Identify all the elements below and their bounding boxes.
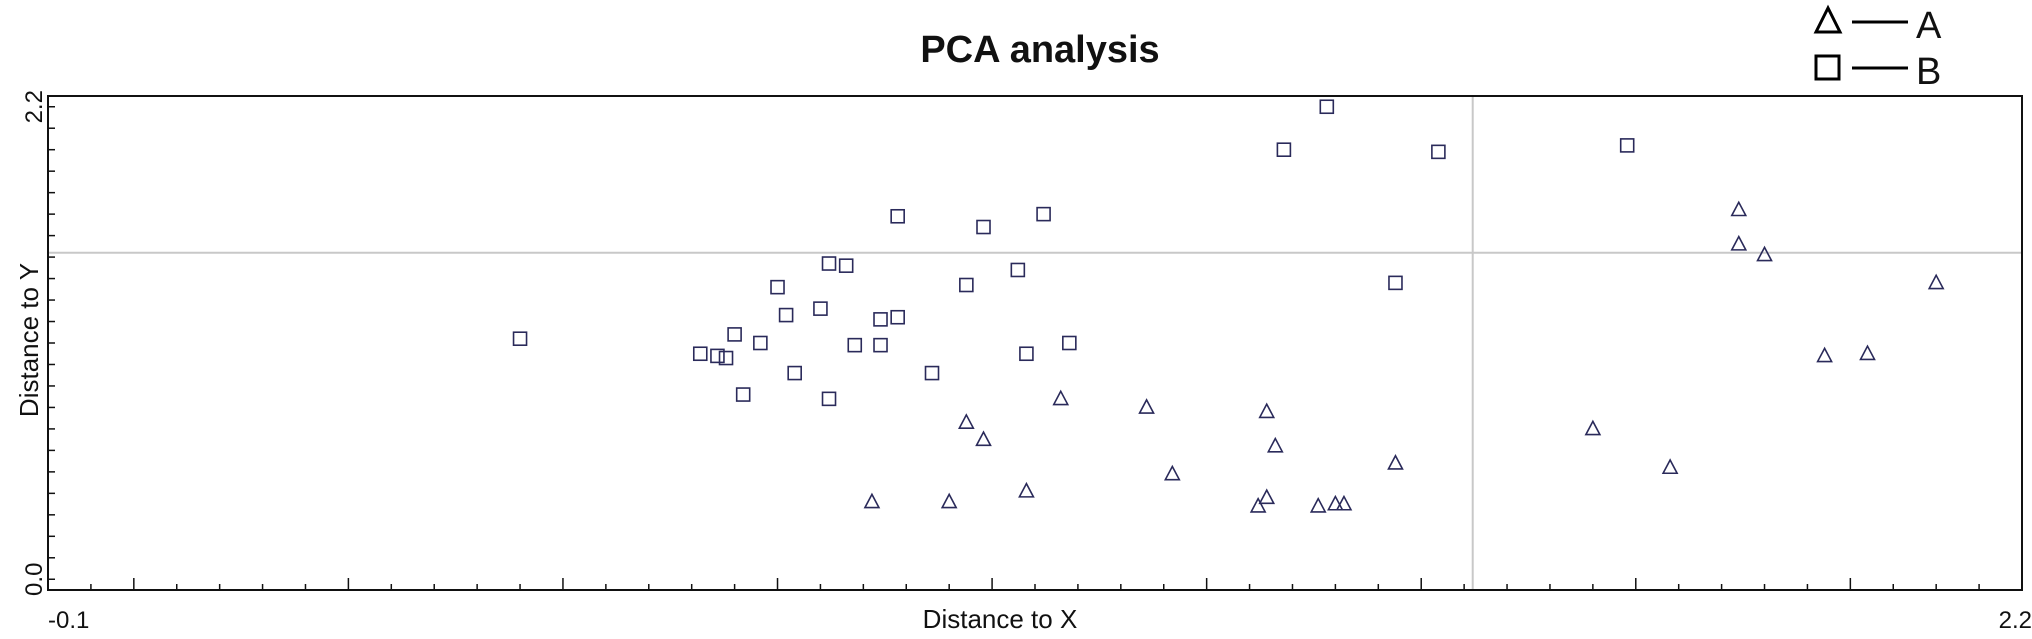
point-triangle bbox=[1163, 464, 1181, 481]
y-tick-label: 2.2 bbox=[21, 90, 48, 123]
x-tick-label: 2.2 bbox=[1999, 607, 2032, 634]
chart-title: PCA analysis bbox=[920, 29, 1159, 71]
y-tick-label: 0.0 bbox=[21, 563, 48, 596]
point-square bbox=[710, 348, 725, 364]
point-triangle bbox=[1335, 494, 1353, 511]
point-square bbox=[924, 365, 940, 381]
point-triangle bbox=[1661, 458, 1679, 475]
x-axis-title: Distance to X bbox=[923, 604, 1078, 634]
point-square bbox=[976, 219, 991, 235]
point-triangle bbox=[975, 430, 992, 447]
point-triangle bbox=[1927, 273, 1945, 290]
point-square bbox=[753, 335, 768, 351]
series-a bbox=[863, 200, 1945, 513]
point-square bbox=[847, 337, 863, 353]
point-triangle bbox=[1018, 481, 1035, 498]
point-square bbox=[1010, 262, 1026, 278]
plot-area bbox=[47, 95, 2023, 591]
point-triangle bbox=[1258, 402, 1276, 419]
point-triangle bbox=[1730, 200, 1748, 217]
y-axis-tick-labels: 0.0 2.2 bbox=[21, 90, 48, 596]
point-square bbox=[778, 307, 794, 323]
point-triangle bbox=[1266, 436, 1284, 453]
y-axis-minor-ticks bbox=[48, 105, 55, 581]
legend-label: A bbox=[1916, 5, 1942, 47]
point-triangle bbox=[958, 413, 975, 429]
legend-square-icon bbox=[1814, 54, 1841, 81]
point-triangle bbox=[1756, 245, 1773, 262]
legend-label: B bbox=[1916, 51, 1941, 93]
data-points bbox=[512, 99, 1945, 513]
point-triangle bbox=[1816, 346, 1833, 363]
point-triangle bbox=[1387, 454, 1404, 470]
legend-item-a: A bbox=[1813, 4, 1942, 47]
point-square bbox=[1431, 144, 1446, 160]
point-square bbox=[1062, 335, 1077, 351]
point-square bbox=[787, 365, 802, 381]
legend: AB bbox=[1813, 4, 1942, 93]
point-triangle bbox=[1052, 389, 1070, 406]
point-square bbox=[1388, 275, 1403, 291]
point-triangle bbox=[940, 492, 958, 509]
point-square bbox=[718, 350, 734, 366]
point-square bbox=[735, 387, 751, 402]
point-square bbox=[838, 258, 854, 273]
point-square bbox=[727, 327, 742, 342]
point-square bbox=[770, 279, 785, 295]
point-triangle bbox=[1258, 488, 1276, 505]
point-square bbox=[512, 331, 528, 347]
point-square bbox=[692, 346, 708, 362]
point-square bbox=[1619, 138, 1635, 153]
point-square bbox=[873, 337, 888, 353]
x-tick-label: -0.1 bbox=[48, 607, 89, 634]
point-square bbox=[890, 208, 905, 224]
x-axis-minor-ticks bbox=[47, 578, 2023, 590]
point-triangle bbox=[1309, 496, 1327, 513]
point-square bbox=[813, 301, 828, 316]
point-square bbox=[1319, 99, 1335, 115]
point-square bbox=[821, 391, 837, 407]
point-triangle bbox=[1327, 494, 1344, 511]
point-square bbox=[1019, 346, 1034, 362]
legend-item-b: B bbox=[1814, 51, 1941, 93]
point-square bbox=[873, 312, 888, 327]
point-triangle bbox=[1249, 496, 1267, 513]
point-triangle bbox=[1859, 344, 1876, 361]
point-triangle bbox=[1730, 234, 1748, 251]
point-triangle bbox=[863, 492, 881, 509]
legend-triangle-icon bbox=[1813, 4, 1843, 34]
point-square bbox=[959, 277, 974, 293]
x-axis-tick-labels: -0.1 2.2 bbox=[48, 607, 2032, 634]
series-b bbox=[512, 99, 1635, 407]
point-square bbox=[821, 256, 837, 271]
y-axis-title: Distance to Y bbox=[14, 263, 44, 417]
point-triangle bbox=[1138, 398, 1155, 414]
point-square bbox=[1036, 206, 1051, 222]
point-square bbox=[1276, 142, 1292, 157]
point-square bbox=[890, 309, 905, 325]
point-triangle bbox=[1584, 419, 1602, 436]
